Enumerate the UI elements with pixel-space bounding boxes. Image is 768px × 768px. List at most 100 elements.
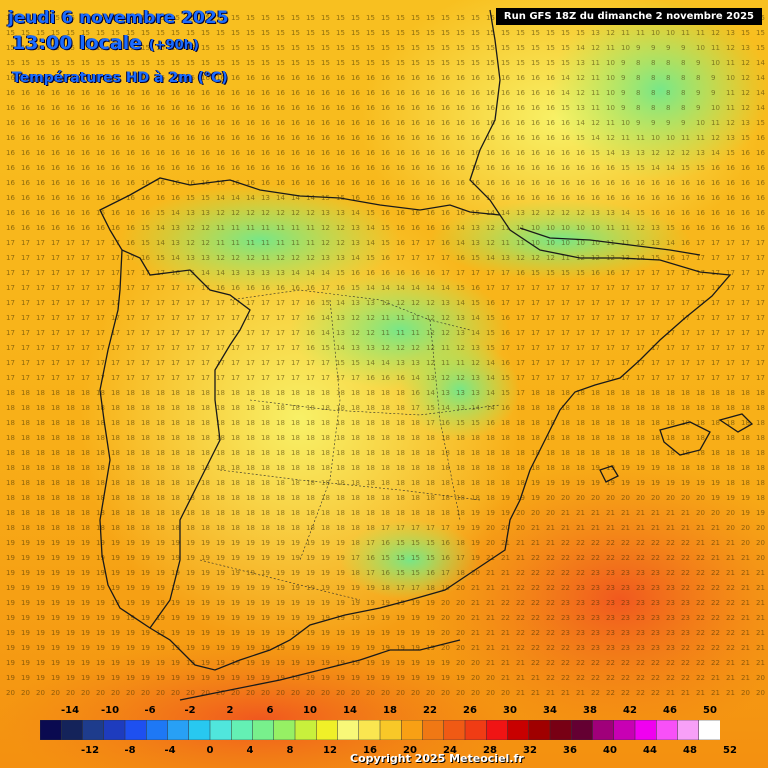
svg-text:20: 20 [441, 614, 450, 622]
svg-text:16: 16 [171, 164, 180, 172]
svg-text:15: 15 [456, 419, 465, 427]
svg-text:21: 21 [516, 689, 525, 697]
svg-text:12: 12 [426, 344, 435, 352]
svg-text:16: 16 [381, 569, 390, 577]
svg-text:13: 13 [456, 404, 465, 412]
svg-text:16: 16 [156, 134, 165, 142]
svg-text:15: 15 [561, 104, 570, 112]
svg-text:18: 18 [696, 419, 705, 427]
svg-text:19: 19 [426, 614, 435, 622]
svg-text:17: 17 [351, 374, 360, 382]
svg-text:12: 12 [336, 239, 345, 247]
svg-text:15: 15 [741, 29, 750, 37]
svg-text:13: 13 [396, 359, 405, 367]
svg-text:17: 17 [651, 344, 660, 352]
svg-text:19: 19 [51, 569, 60, 577]
svg-text:18: 18 [756, 434, 765, 442]
svg-text:19: 19 [306, 629, 315, 637]
svg-text:15: 15 [741, 134, 750, 142]
legend-label-bottom: 28 [483, 745, 497, 756]
svg-text:16: 16 [396, 74, 405, 82]
svg-text:16: 16 [96, 134, 105, 142]
svg-text:14: 14 [711, 149, 720, 157]
svg-text:16: 16 [246, 149, 255, 157]
svg-text:16: 16 [111, 224, 120, 232]
svg-text:17: 17 [636, 374, 645, 382]
svg-text:18: 18 [21, 509, 30, 517]
svg-text:18: 18 [756, 449, 765, 457]
svg-text:17: 17 [246, 344, 255, 352]
svg-text:15: 15 [351, 14, 360, 22]
svg-text:19: 19 [471, 524, 480, 532]
svg-text:16: 16 [441, 419, 450, 427]
svg-text:17: 17 [186, 314, 195, 322]
svg-text:22: 22 [576, 539, 585, 547]
svg-text:22: 22 [561, 554, 570, 562]
svg-text:16: 16 [171, 119, 180, 127]
svg-text:23: 23 [651, 629, 660, 637]
svg-text:19: 19 [276, 539, 285, 547]
svg-text:17: 17 [141, 344, 150, 352]
svg-text:17: 17 [96, 329, 105, 337]
svg-text:11: 11 [621, 29, 630, 37]
svg-text:17: 17 [591, 314, 600, 322]
svg-text:17: 17 [141, 314, 150, 322]
svg-text:16: 16 [216, 134, 225, 142]
svg-text:22: 22 [726, 599, 735, 607]
svg-text:16: 16 [51, 209, 60, 217]
legend-label-top: 50 [703, 705, 717, 716]
svg-text:19: 19 [81, 599, 90, 607]
svg-text:16: 16 [231, 104, 240, 112]
svg-text:23: 23 [591, 644, 600, 652]
svg-text:19: 19 [141, 569, 150, 577]
svg-text:16: 16 [456, 134, 465, 142]
svg-text:19: 19 [276, 554, 285, 562]
svg-text:16: 16 [171, 104, 180, 112]
svg-text:12: 12 [636, 239, 645, 247]
legend-label-top: 30 [503, 705, 517, 716]
svg-text:8: 8 [666, 74, 670, 82]
svg-text:19: 19 [261, 659, 270, 667]
svg-text:19: 19 [156, 569, 165, 577]
svg-text:13: 13 [456, 314, 465, 322]
svg-text:16: 16 [441, 164, 450, 172]
svg-text:15: 15 [366, 209, 375, 217]
svg-text:17: 17 [21, 314, 30, 322]
svg-text:18: 18 [306, 419, 315, 427]
svg-text:17: 17 [666, 314, 675, 322]
svg-text:22: 22 [546, 629, 555, 637]
svg-text:18: 18 [411, 434, 420, 442]
svg-text:20: 20 [486, 539, 495, 547]
svg-text:18: 18 [366, 524, 375, 532]
svg-text:17: 17 [561, 299, 570, 307]
svg-text:20: 20 [486, 674, 495, 682]
svg-text:18: 18 [576, 404, 585, 412]
svg-text:15: 15 [486, 29, 495, 37]
svg-text:13: 13 [456, 389, 465, 397]
svg-text:22: 22 [636, 674, 645, 682]
svg-text:19: 19 [261, 674, 270, 682]
svg-text:19: 19 [171, 599, 180, 607]
svg-text:15: 15 [246, 29, 255, 37]
svg-text:14: 14 [291, 194, 300, 202]
svg-text:18: 18 [396, 389, 405, 397]
svg-text:23: 23 [621, 644, 630, 652]
svg-text:18: 18 [351, 419, 360, 427]
svg-text:21: 21 [741, 569, 750, 577]
svg-text:15: 15 [306, 59, 315, 67]
svg-text:17: 17 [621, 344, 630, 352]
svg-text:16: 16 [741, 149, 750, 157]
svg-text:20: 20 [696, 494, 705, 502]
svg-text:16: 16 [666, 209, 675, 217]
svg-text:16: 16 [396, 194, 405, 202]
svg-text:16: 16 [126, 209, 135, 217]
svg-text:16: 16 [501, 329, 510, 337]
svg-text:21: 21 [486, 629, 495, 637]
svg-text:18: 18 [681, 404, 690, 412]
svg-text:23: 23 [636, 584, 645, 592]
svg-text:13: 13 [351, 299, 360, 307]
svg-text:19: 19 [216, 674, 225, 682]
svg-text:16: 16 [231, 284, 240, 292]
svg-text:21: 21 [681, 689, 690, 697]
